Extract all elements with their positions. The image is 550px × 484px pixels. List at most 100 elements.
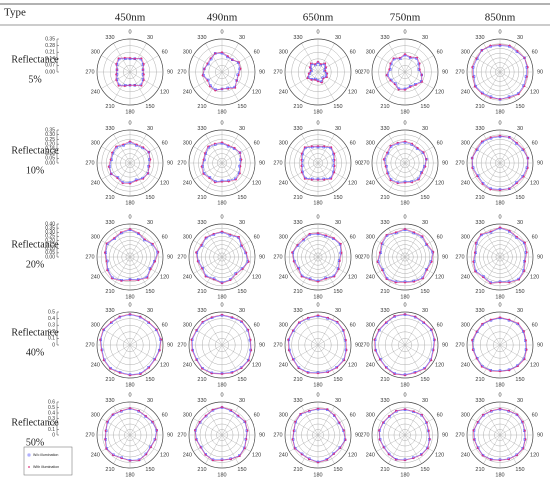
marker-with — [110, 321, 112, 324]
angle-label: 30 — [517, 308, 523, 314]
grid-spoke — [376, 418, 406, 436]
marker-with — [327, 371, 329, 374]
angle-label: 30 — [517, 35, 523, 41]
marker-with — [342, 329, 345, 332]
marker-with — [324, 62, 327, 65]
angle-label: 150 — [145, 289, 154, 295]
grid-spoke — [205, 71, 223, 101]
marker-with — [517, 322, 520, 325]
marker-with — [247, 359, 250, 362]
angle-label: 270 — [273, 342, 282, 348]
row-label: Reflectance — [11, 239, 59, 250]
marker-with — [287, 338, 290, 341]
marker-with — [412, 410, 415, 413]
angle-label: 240 — [91, 274, 100, 280]
marker-with — [245, 438, 248, 441]
angle-label: 60 — [254, 49, 260, 55]
angle-label: 60 — [350, 322, 356, 328]
grid-spoke — [483, 406, 501, 436]
column-header: 750nm — [390, 12, 421, 24]
marker-with — [214, 181, 216, 184]
angle-label: 210 — [380, 467, 389, 473]
angle-label: 60 — [532, 234, 538, 240]
angle-label: 300 — [461, 412, 470, 418]
angle-label: 300 — [279, 322, 288, 328]
marker-with — [427, 429, 430, 432]
marker-with — [516, 141, 518, 144]
marker-with — [208, 85, 211, 88]
marker-with — [499, 98, 501, 101]
legend-marker — [28, 466, 30, 468]
grid-spoke — [499, 71, 517, 101]
angle-label: 180 — [495, 294, 504, 300]
angle-label: 300 — [279, 234, 288, 240]
grid-spoke — [289, 418, 319, 436]
marker-with — [317, 407, 319, 410]
marker-with — [309, 62, 312, 65]
angle-label: 240 — [183, 89, 192, 95]
angle-label: 300 — [91, 322, 100, 328]
marker-with — [146, 276, 149, 279]
angle-label: 150 — [333, 289, 342, 295]
marker-with — [214, 89, 217, 92]
marker-with — [343, 359, 346, 362]
angle-label: 210 — [105, 195, 114, 201]
legend-label: W/o illumination — [33, 453, 58, 457]
marker-with — [118, 315, 121, 318]
marker-with — [129, 459, 131, 462]
grid-spoke — [221, 344, 239, 374]
marker-with — [404, 408, 406, 411]
marker-with — [378, 251, 381, 254]
marker-with — [411, 142, 413, 145]
grid-spoke — [289, 71, 319, 89]
marker-with — [333, 152, 336, 155]
marker-with — [226, 55, 229, 57]
marker-with — [430, 260, 433, 263]
angle-label: 120 — [252, 180, 261, 186]
angle-label: 330 — [293, 220, 302, 226]
angle-label: 30 — [147, 308, 153, 314]
radial-tick-label: 0.07 — [45, 63, 55, 69]
type-header: Type — [4, 7, 26, 19]
angle-label: 210 — [293, 195, 302, 201]
marker-with — [287, 349, 290, 352]
marker-with — [229, 279, 232, 282]
angle-label: 60 — [437, 322, 443, 328]
grid-spoke — [317, 256, 347, 274]
grid-spoke — [317, 434, 347, 452]
marker-with — [202, 158, 205, 161]
marker-with — [307, 72, 310, 75]
grid-spoke — [301, 256, 319, 286]
marker-with — [404, 281, 406, 284]
marker-with — [300, 275, 303, 278]
radial-tick-label: 0.00 — [45, 160, 55, 166]
marker-with — [325, 277, 327, 280]
grid-spoke — [471, 418, 501, 436]
marker-with — [516, 182, 518, 185]
marker-with — [517, 93, 520, 96]
angle-label: 120 — [348, 89, 357, 95]
marker-with — [324, 69, 327, 72]
grid-spoke — [205, 316, 223, 346]
marker-with — [327, 316, 329, 319]
radial-tick-label: 0.35 — [45, 127, 55, 133]
marker-with — [333, 159, 336, 161]
marker-with — [129, 407, 131, 409]
angle-label: 30 — [517, 126, 523, 132]
angle-label: 30 — [422, 398, 428, 404]
marker-with — [129, 313, 131, 315]
grid-spoke — [483, 228, 501, 258]
marker-with — [339, 447, 342, 449]
grid-spoke — [113, 43, 131, 73]
marker-with — [117, 57, 120, 60]
marker-with — [385, 278, 388, 281]
angle-label: 240 — [183, 274, 192, 280]
marker-with — [160, 338, 163, 341]
marker-with — [475, 148, 478, 151]
marker-with — [471, 157, 474, 159]
marker-with — [112, 454, 114, 457]
angle-label: 150 — [237, 377, 246, 383]
marker-with — [376, 260, 379, 263]
marker-with — [421, 235, 424, 238]
